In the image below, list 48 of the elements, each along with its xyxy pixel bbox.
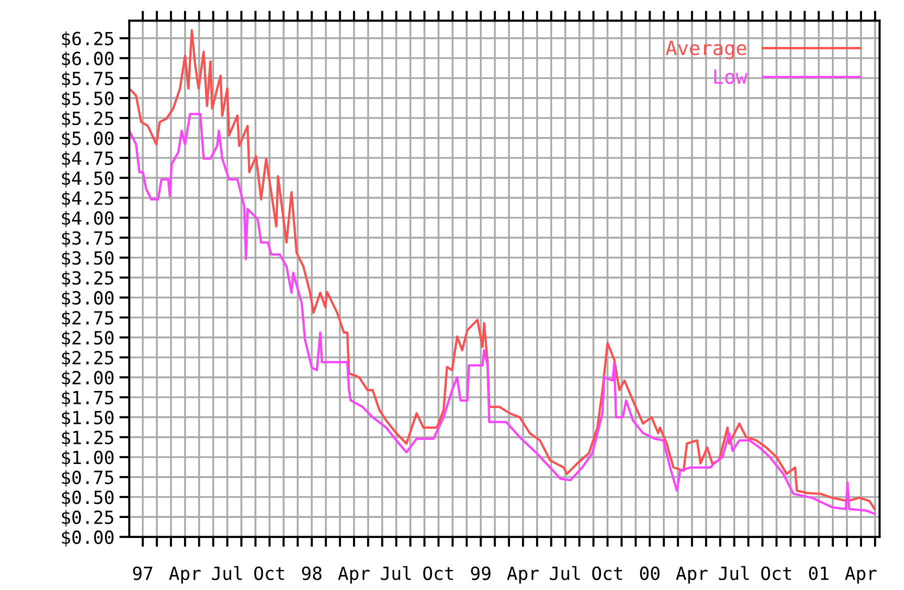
x-tick-label: Oct bbox=[254, 566, 284, 580]
x-tick-label: 00 bbox=[640, 566, 660, 580]
y-tick-label: $4.25 bbox=[62, 190, 114, 208]
y-tick-label: $3.50 bbox=[62, 250, 114, 268]
x-tick-label: 97 bbox=[133, 566, 152, 580]
y-tick-label: $5.50 bbox=[62, 91, 114, 108]
y-tick-label: $0.75 bbox=[62, 470, 114, 487]
y-tick-label: $0.25 bbox=[62, 510, 114, 527]
y-tick-label: $4.00 bbox=[62, 210, 114, 228]
x-tick-label: 98 bbox=[302, 566, 322, 580]
x-tick-label: Jul bbox=[550, 566, 580, 580]
x-tick-label: Oct bbox=[761, 566, 792, 580]
y-tick-label: $0.00 bbox=[62, 530, 114, 546]
y-tick-label: $1.00 bbox=[62, 450, 114, 467]
x-tick-label: Apr bbox=[169, 566, 201, 584]
y-tick-label: $1.50 bbox=[62, 410, 114, 427]
x-tick-label: Apr bbox=[507, 566, 539, 584]
y-tick-label: $5.00 bbox=[62, 131, 114, 148]
x-tick-label: Apr bbox=[845, 566, 877, 584]
x-tick-label: Apr bbox=[676, 566, 708, 584]
y-tick-label: $2.75 bbox=[62, 310, 114, 328]
y-tick-label: $2.25 bbox=[62, 350, 114, 367]
line-series bbox=[129, 112, 876, 515]
y-tick-label: $2.50 bbox=[62, 330, 114, 347]
text: Average bbox=[666, 40, 746, 60]
y-tick-label: $2.00 bbox=[62, 370, 114, 387]
x-tick-label: Oct bbox=[592, 566, 622, 580]
y-tick-label: $3.75 bbox=[62, 230, 114, 248]
x-tick-label: Oct bbox=[423, 566, 454, 580]
y-tick-label: $3.25 bbox=[62, 270, 114, 288]
y-tick-label: $3.00 bbox=[62, 290, 114, 308]
y-tick-label: $4.75 bbox=[62, 151, 114, 168]
y-tick-label: $5.75 bbox=[62, 71, 114, 88]
x-tick-label: Apr bbox=[338, 566, 370, 584]
y-tick-label: $5.25 bbox=[62, 111, 114, 128]
y-tick-label: $6.25 bbox=[62, 31, 114, 48]
y-tick-label: $1.25 bbox=[62, 430, 114, 447]
y-tick-label: $0.50 bbox=[62, 490, 114, 507]
x-tick-label: 99 bbox=[471, 566, 490, 580]
x-tick-label: Jul bbox=[380, 566, 411, 580]
y-tick-label: $1.75 bbox=[62, 390, 114, 407]
x-tick-label: Jul bbox=[718, 566, 749, 580]
text: Low bbox=[714, 70, 748, 84]
line-series bbox=[129, 29, 876, 510]
x-tick-label: 01 bbox=[809, 566, 828, 580]
y-tick-label: $6.00 bbox=[62, 51, 114, 68]
y-tick-label: $4.50 bbox=[62, 171, 114, 188]
x-tick-label: Jul bbox=[212, 566, 242, 580]
